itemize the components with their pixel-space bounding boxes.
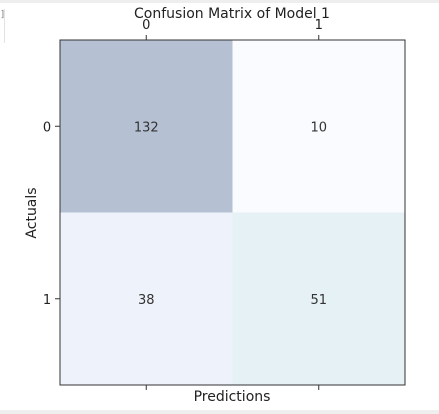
cell-gutter [0, 9, 5, 43]
bracket-icon: ] [0, 10, 6, 20]
window-top-edge [0, 0, 439, 3]
matrix-cell-0-1 [232, 40, 405, 213]
x-tick-label-1: 1 [315, 18, 323, 33]
cell-value-1-0: 38 [138, 293, 155, 308]
cell-value-0-0: 132 [134, 120, 159, 135]
y-axis-label: Actuals [24, 187, 40, 238]
y-tick-label-0: 0 [43, 120, 51, 135]
x-tick-label-0: 0 [142, 18, 150, 33]
plot-frame [59, 39, 406, 386]
matrix-cell-1-1 [232, 212, 405, 385]
y-tick-label-1: 1 [43, 293, 51, 308]
cell-value-0-1: 10 [310, 120, 327, 135]
matrix-cell-0-0 [60, 40, 233, 213]
x-axis-label: Predictions [194, 389, 271, 405]
window-bottom-edge [0, 410, 439, 414]
cell-value-1-1: 51 [310, 293, 327, 308]
matrix-cell-1-0 [60, 212, 233, 385]
chart-title: Confusion Matrix of Model 1 [134, 6, 330, 22]
